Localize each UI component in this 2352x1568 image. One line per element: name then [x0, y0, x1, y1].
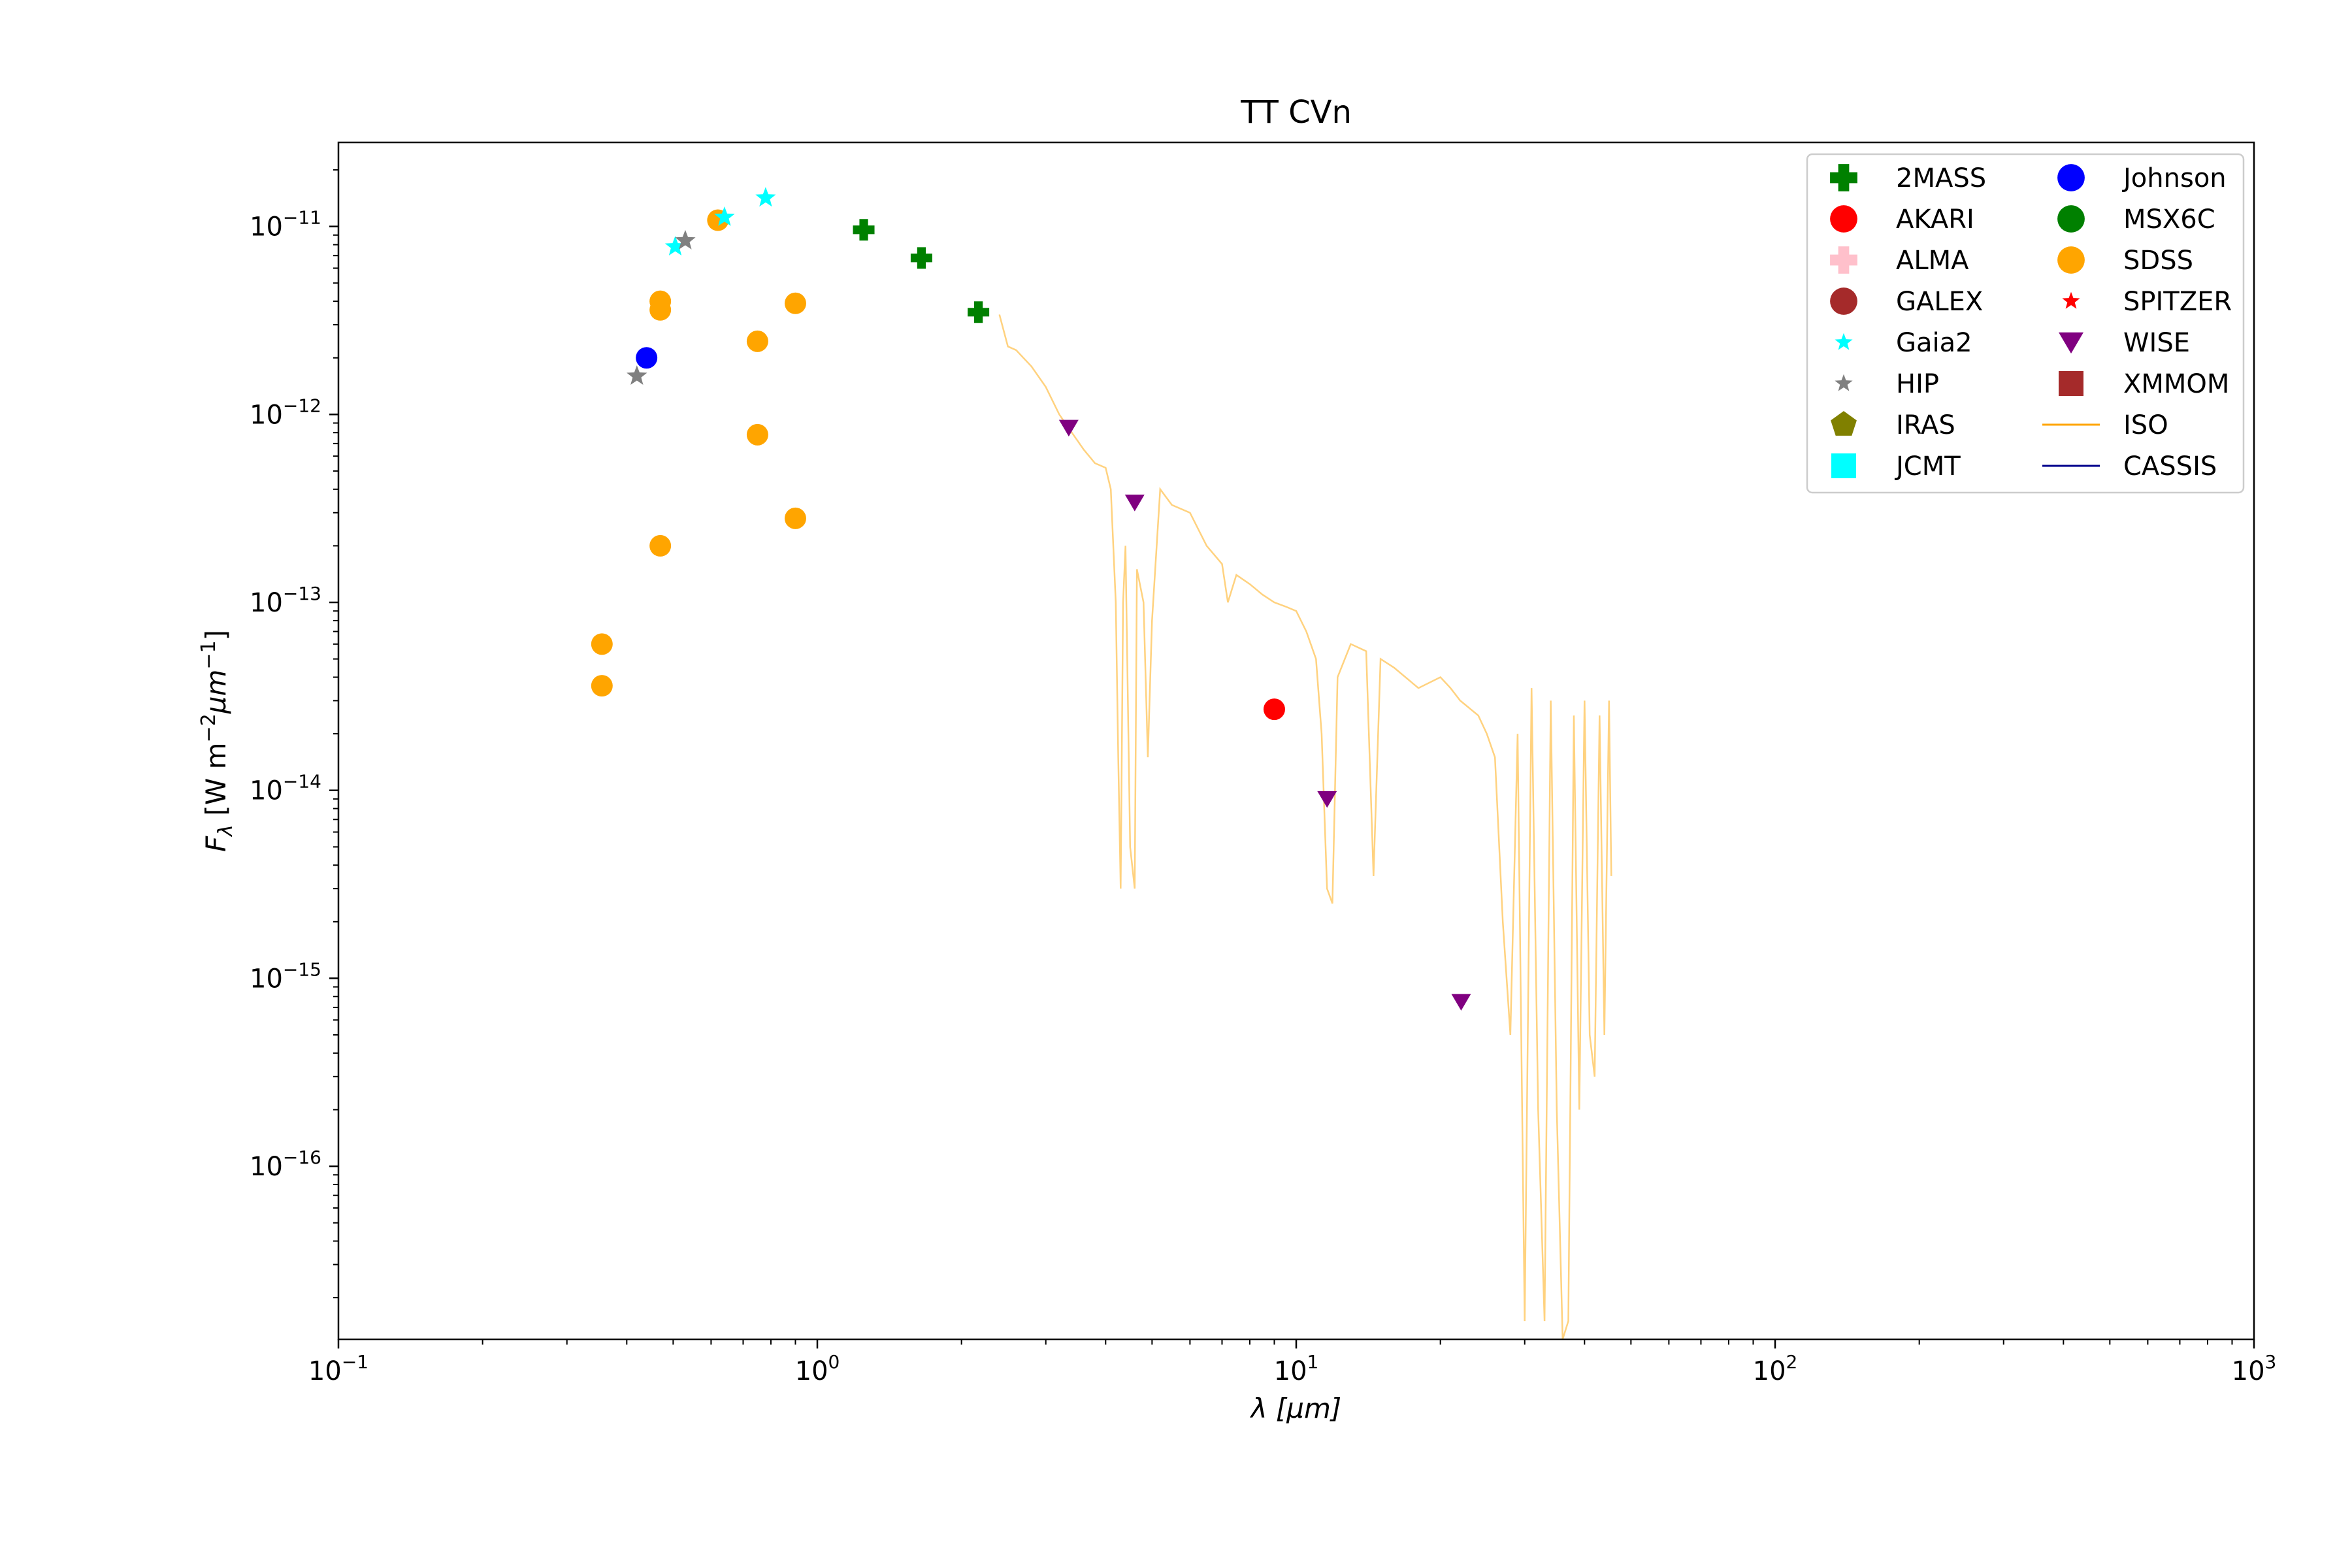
legend-marker-swatch: [1830, 164, 1857, 191]
x-axis-ticks: 10−1 100 101 102 103: [308, 1339, 2276, 1386]
point-sdss-7: [746, 423, 768, 446]
legend-marker-swatch: [1831, 453, 1856, 478]
legend-item-2mass: 2MASS: [1830, 163, 1986, 193]
legend-item-wise: WISE: [2059, 328, 2190, 358]
x-axis-label-text: λ [μm]: [1250, 1392, 1342, 1424]
legend-item-johnson: Johnson: [2057, 163, 2227, 193]
point-hip-1: [675, 229, 696, 250]
point-akari-0: [1263, 698, 1285, 721]
legend-item-jcmt: JCMT: [1831, 451, 1961, 482]
point-johnson-0: [636, 347, 658, 369]
chart-title: TT CVn: [1240, 94, 1352, 131]
point-sdss-8: [784, 292, 806, 314]
legend-item-gaia2: Gaia2: [1835, 328, 1972, 358]
legend-item-akari: AKARI: [1830, 204, 1974, 235]
legend-marker-swatch: [1830, 246, 1857, 274]
legend-item-spitzer: SPITZER: [2062, 287, 2232, 317]
x-tick-label: 103: [2232, 1351, 2277, 1386]
legend-box: [1806, 153, 2245, 494]
point-2mass-1: [910, 247, 932, 269]
point-2mass-2: [968, 301, 990, 323]
point-sdss-0: [591, 633, 613, 655]
legend-marker-swatch: [2057, 205, 2085, 233]
point-sdss-9: [784, 507, 806, 529]
legend-item-galex: GALEX: [1830, 287, 1983, 317]
legend-item-cassis: CASSIS: [2042, 451, 2217, 482]
legend-marker-swatch: [2059, 371, 2083, 396]
legend-label: AKARI: [1896, 204, 1974, 235]
y-tick-label: 10−14: [250, 771, 321, 806]
point-gaia2-0: [664, 236, 686, 255]
point-gaia2-2: [755, 187, 776, 207]
point-sdss-1: [591, 675, 613, 697]
series-line-iso: [998, 314, 1612, 1339]
legend-label: SPITZER: [2123, 287, 2232, 317]
point-sdss-6: [746, 330, 768, 352]
legend-marker-swatch: [2057, 164, 2085, 191]
plot-marks: [591, 187, 1612, 1339]
legend-item-alma: ALMA: [1830, 246, 1969, 276]
legend-label: ALMA: [1896, 246, 1969, 276]
y-tick-label: 10−11: [250, 207, 321, 242]
legend-label: IRAS: [1896, 410, 1955, 440]
legend-marker-swatch: [1830, 287, 1857, 315]
point-sdss-4: [649, 534, 672, 557]
legend-label: 2MASS: [1896, 163, 1986, 193]
legend-item-iras: IRAS: [1831, 410, 1955, 440]
legend-marker-swatch: [2062, 291, 2080, 309]
legend-label: MSX6C: [2123, 204, 2215, 235]
point-wise-1: [1124, 495, 1145, 512]
y-tick-label: 10−12: [250, 395, 321, 430]
y-tick-label: 10−13: [250, 583, 321, 618]
legend-label: HIP: [1896, 369, 1939, 399]
legend-label: GALEX: [1896, 287, 1983, 317]
legend-label: XMMOM: [2123, 369, 2229, 399]
legend-label: WISE: [2123, 328, 2190, 358]
x-tick-label: 102: [1753, 1351, 1798, 1386]
legend-item-iso: ISO: [2042, 410, 2168, 440]
legend-label: Johnson: [2121, 163, 2227, 193]
legend-item-xmmom: XMMOM: [2059, 369, 2229, 399]
legend-label: JCMT: [1894, 451, 1961, 482]
legend-label: Gaia2: [1896, 328, 1972, 358]
x-axis-label: λ [μm]: [1250, 1392, 1342, 1424]
legend: 2MASS AKARI ALMA GALEX Gaia2 HIP IRAS JCMT Johns…: [1806, 153, 2245, 494]
y-axis-ticks: 10−11 10−12 10−13 10−14 10−15 10−16: [250, 169, 338, 1299]
legend-item-msx6c: MSX6C: [2057, 204, 2215, 235]
legend-marker-swatch: [1830, 205, 1857, 233]
y-axis-label: Fλ [W m−2μm−1]: [197, 630, 237, 852]
x-tick-label: 101: [1274, 1351, 1319, 1386]
point-sdss-3: [649, 299, 672, 321]
legend-label: ISO: [2123, 410, 2168, 440]
x-tick-label: 100: [795, 1351, 840, 1386]
point-wise-3: [1451, 994, 1471, 1011]
legend-marker-swatch: [1835, 374, 1853, 391]
point-wise-2: [1317, 791, 1337, 808]
x-tick-label: 10−1: [308, 1351, 368, 1386]
legend-marker-swatch: [1835, 333, 1853, 350]
legend-label: SDSS: [2123, 246, 2193, 276]
legend-marker-swatch: [2057, 246, 2085, 274]
axes-frame: [337, 141, 2255, 1341]
legend-item-hip: HIP: [1835, 369, 1939, 399]
legend-marker-swatch: [2059, 332, 2083, 354]
legend-label: CASSIS: [2123, 451, 2217, 482]
point-2mass-0: [853, 219, 875, 241]
y-tick-label: 10−15: [250, 958, 321, 994]
point-wise-0: [1058, 419, 1079, 437]
plot-area: [591, 187, 1612, 1339]
legend-marker-swatch: [1831, 411, 1857, 436]
point-gaia2-1: [714, 206, 735, 226]
legend-item-sdss: SDSS: [2057, 246, 2193, 276]
point-hip-0: [627, 365, 647, 385]
y-tick-label: 10−16: [250, 1147, 321, 1182]
